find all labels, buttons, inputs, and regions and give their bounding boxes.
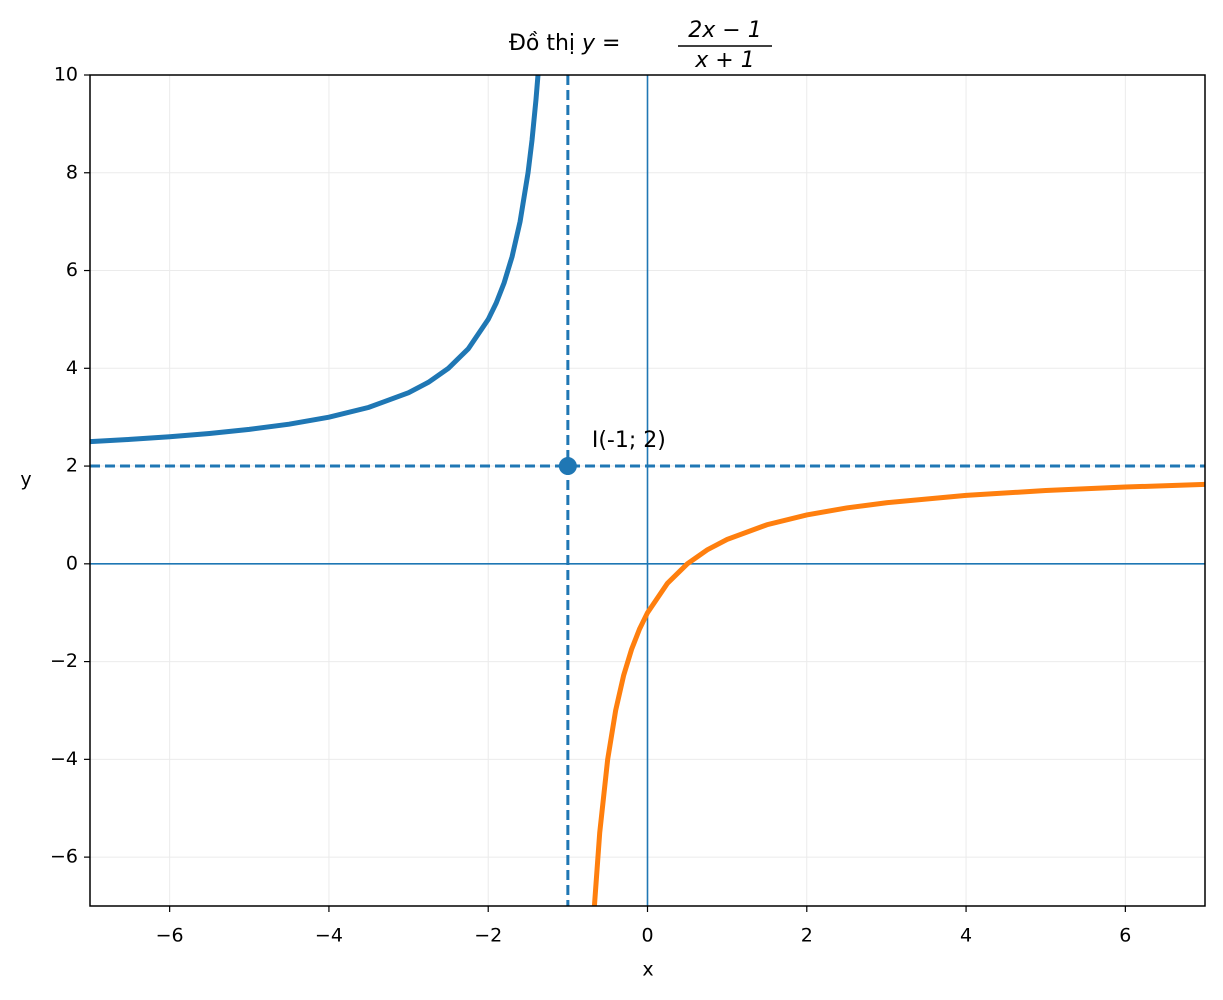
curve-branch xyxy=(90,75,541,445)
y-tick-label: 8 xyxy=(66,161,78,183)
y-axis-label: y xyxy=(20,469,31,491)
y-tick-label: −2 xyxy=(50,650,78,672)
x-tick-label: 4 xyxy=(960,925,972,947)
x-axis-label: x xyxy=(642,959,653,981)
plot-area xyxy=(90,75,1205,906)
x-tick-label: 6 xyxy=(1119,925,1131,947)
x-tick-label: −4 xyxy=(315,925,343,947)
title-lhs: y = xyxy=(581,31,620,56)
y-tick-label: 4 xyxy=(66,357,78,379)
x-tick-label: 0 xyxy=(641,925,653,947)
x-tick-label: 2 xyxy=(801,925,813,947)
y-tick-label: 10 xyxy=(54,64,78,86)
x-tick-label: −6 xyxy=(156,925,184,947)
plot-frame xyxy=(89,74,1206,907)
center-point xyxy=(558,457,577,476)
y-tick-label: −4 xyxy=(50,748,78,770)
curve-branch xyxy=(591,481,1205,906)
point-label: I(-1; 2) xyxy=(592,428,666,453)
y-tick-label: 6 xyxy=(66,259,78,281)
chart-title: Đồ thị xyxy=(509,31,575,56)
y-tick-label: 0 xyxy=(66,552,78,574)
x-tick-label: −2 xyxy=(474,925,502,947)
title-denominator: x + 1 xyxy=(694,48,754,73)
y-tick-label: 2 xyxy=(66,455,78,477)
title-numerator: 2x − 1 xyxy=(688,18,761,43)
y-tick-label: −6 xyxy=(50,846,78,868)
